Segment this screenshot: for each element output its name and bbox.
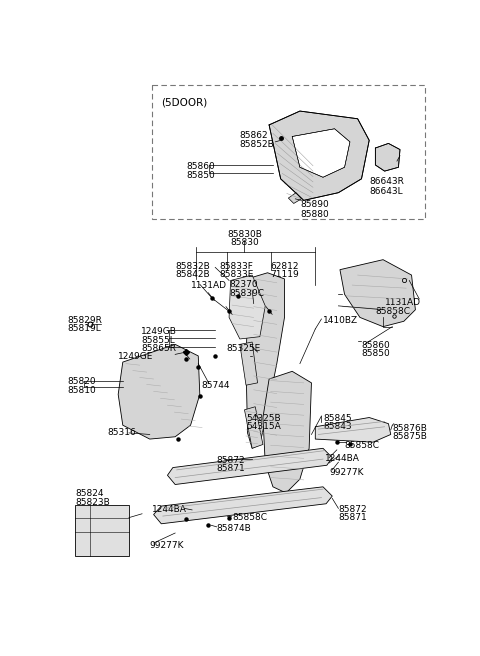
Text: 85850: 85850 [361,349,390,358]
Text: 54325B: 54325B [246,414,281,422]
Text: 85855L: 85855L [141,336,175,345]
Text: 82370: 82370 [229,281,258,289]
Text: 62812: 62812 [271,262,299,271]
Polygon shape [292,129,350,177]
Text: 85325E: 85325E [227,344,261,354]
Text: 85858C: 85858C [232,513,267,522]
Text: 54315A: 54315A [246,422,281,431]
Polygon shape [375,144,400,171]
Text: 85871: 85871 [338,513,367,522]
Text: 85316: 85316 [108,428,136,438]
Text: 1249GE: 1249GE [118,352,154,361]
Polygon shape [75,504,129,556]
Text: 85858C: 85858C [345,441,380,449]
Text: 85820: 85820 [67,377,96,386]
Text: 85872: 85872 [338,504,367,514]
Polygon shape [240,342,258,385]
Text: 85810: 85810 [67,386,96,395]
Text: 71119: 71119 [271,270,300,279]
Text: 85880: 85880 [300,210,329,218]
Text: 85874B: 85874B [217,523,252,533]
Polygon shape [118,344,200,439]
Text: 85850: 85850 [186,171,215,180]
Text: 85845: 85845 [323,414,352,422]
Polygon shape [269,111,369,200]
Text: 1131AD: 1131AD [384,298,420,307]
Text: 85860: 85860 [186,162,215,171]
Text: 85843: 85843 [323,422,352,431]
Text: 85860: 85860 [361,340,390,350]
Text: 85890: 85890 [300,200,329,209]
Bar [152,85,425,219]
Text: 85830: 85830 [230,238,259,247]
Text: 85833F: 85833F [219,262,253,271]
Text: 85833E: 85833E [219,270,253,279]
Text: 1244BA: 1244BA [324,455,360,464]
Text: 1131AD: 1131AD [191,281,227,290]
Polygon shape [340,260,415,327]
Text: 86643L: 86643L [369,186,403,195]
Text: 85824: 85824 [75,489,104,498]
Polygon shape [244,407,263,448]
Text: 85832B: 85832B [175,262,210,271]
Text: 1244BA: 1244BA [152,504,187,514]
Text: 85830B: 85830B [227,230,262,239]
Polygon shape [246,273,285,448]
Text: 85823B: 85823B [75,498,110,506]
Text: 85865R: 85865R [141,344,176,354]
Text: 99277K: 99277K [150,541,184,550]
Text: 86643R: 86643R [369,177,404,186]
Text: 85862: 85862 [240,131,268,140]
Text: 85876B: 85876B [392,424,427,433]
Text: 99277K: 99277K [329,468,364,478]
Text: 85852B: 85852B [240,140,275,150]
Text: 1410BZ: 1410BZ [323,316,358,325]
Text: 85871: 85871 [217,464,245,474]
Polygon shape [168,448,332,485]
Text: (5DOOR): (5DOOR) [161,97,207,107]
Text: 85872: 85872 [217,456,245,465]
Text: 85829R: 85829R [67,316,102,325]
Polygon shape [154,487,332,523]
Polygon shape [229,275,265,339]
Polygon shape [288,193,301,203]
Text: 1249GB: 1249GB [141,327,177,337]
Text: 85875B: 85875B [392,432,427,441]
Text: 85858C: 85858C [375,308,410,316]
Text: 85819L: 85819L [67,324,101,333]
Polygon shape [315,417,391,442]
Polygon shape [263,371,312,493]
Text: 85839C: 85839C [229,289,264,298]
Text: 85744: 85744 [201,381,230,390]
Text: 85842B: 85842B [175,270,210,279]
